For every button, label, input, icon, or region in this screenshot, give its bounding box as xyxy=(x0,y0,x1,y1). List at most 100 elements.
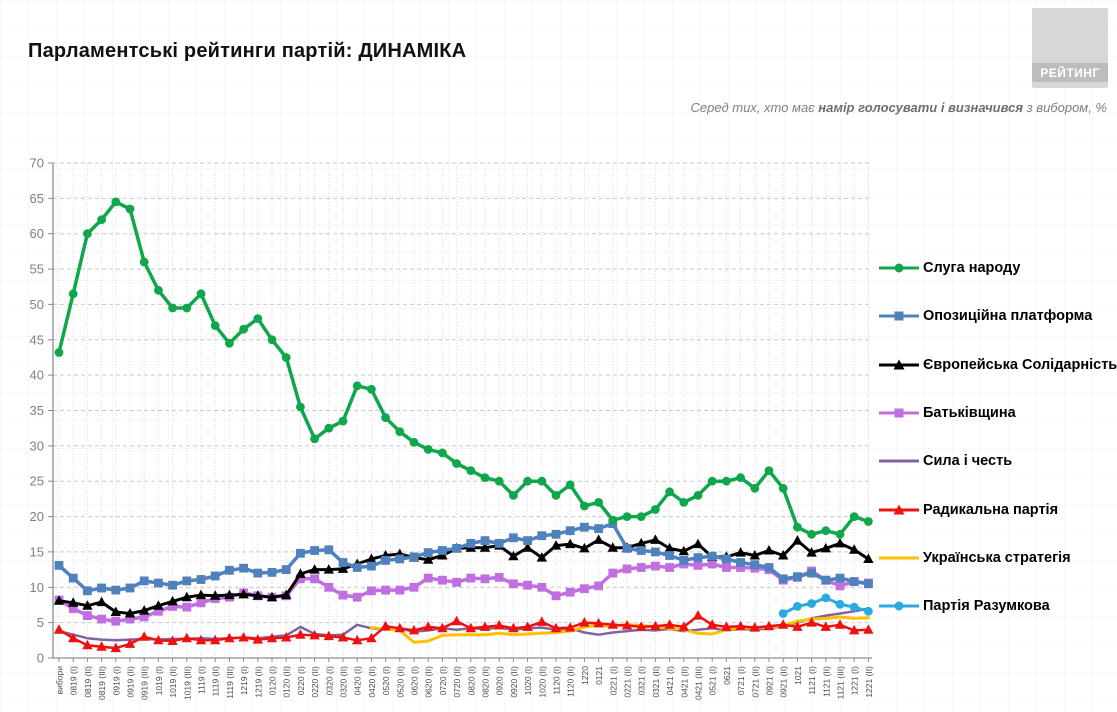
svg-text:0721 (II): 0721 (II) xyxy=(750,666,760,698)
svg-text:1119 (I): 1119 (I) xyxy=(197,666,207,694)
legend-marker-partiia-razumkova xyxy=(879,601,919,611)
svg-text:0421 (II): 0421 (II) xyxy=(679,666,689,698)
svg-text:0420 (I): 0420 (I) xyxy=(353,666,363,695)
legend-item-opozytsiina-platforma: Опозиційна платформа xyxy=(878,292,1117,340)
svg-text:0421 (III): 0421 (III) xyxy=(694,666,704,700)
svg-text:0720 (II): 0720 (II) xyxy=(452,666,462,698)
svg-text:1020 (II): 1020 (II) xyxy=(537,666,547,698)
svg-text:0120 (I): 0120 (I) xyxy=(268,666,278,695)
svg-text:0321 (I): 0321 (I) xyxy=(637,666,647,695)
svg-text:30: 30 xyxy=(30,438,44,453)
svg-text:1019 (I): 1019 (I) xyxy=(154,666,164,695)
svg-text:0920 (I): 0920 (I) xyxy=(495,666,505,695)
svg-text:20: 20 xyxy=(30,509,44,524)
svg-text:0919 (II): 0919 (II) xyxy=(126,666,136,698)
svg-text:0221 (I): 0221 (I) xyxy=(608,666,618,695)
svg-text:25: 25 xyxy=(30,474,44,489)
svg-text:0819 (III): 0819 (III) xyxy=(97,666,107,700)
svg-text:0620 (II): 0620 (II) xyxy=(424,666,434,698)
svg-text:55: 55 xyxy=(30,262,44,277)
svg-text:60: 60 xyxy=(30,226,44,241)
legend-item-partiia-razumkova: Партія Разумкова xyxy=(878,582,1117,630)
legend-item-radykalna-partiia: Радикальна партія xyxy=(878,485,1117,533)
svg-text:0120 (II): 0120 (II) xyxy=(282,666,292,698)
legend-label: Українська стратегія xyxy=(923,549,1071,566)
subtitle-prefix: Серед тих, хто має xyxy=(690,100,819,115)
svg-text:0420 (II): 0420 (II) xyxy=(367,666,377,698)
svg-text:0220 (II): 0220 (II) xyxy=(310,666,320,698)
svg-text:10: 10 xyxy=(30,580,44,595)
svg-text:0220 (I): 0220 (I) xyxy=(296,666,306,695)
series-sluga-narodu xyxy=(54,197,873,539)
svg-text:1219 (II): 1219 (II) xyxy=(253,666,263,698)
legend-marker-opozytsiina-platforma xyxy=(879,311,919,321)
svg-text:1119 (II): 1119 (II) xyxy=(211,666,221,697)
series-batkivshchyna xyxy=(54,559,873,626)
svg-text:0919 (III): 0919 (III) xyxy=(140,666,150,700)
svg-text:35: 35 xyxy=(30,403,44,418)
svg-text:0121: 0121 xyxy=(594,666,604,685)
legend-marker-ukrainska-stratehiia xyxy=(879,556,919,560)
chart-legend: Слуга народу Опозиційна платформа Європейс… xyxy=(878,244,1117,630)
svg-text:1120 (II): 1120 (II) xyxy=(566,666,576,697)
series-radykalna-partiia xyxy=(53,610,874,653)
svg-text:45: 45 xyxy=(30,332,44,347)
svg-text:0921 (I): 0921 (I) xyxy=(765,666,775,695)
legend-label: Батьківщина xyxy=(923,405,1016,422)
legend-item-syla-i-chest: Сила і честь xyxy=(878,437,1117,485)
svg-text:65: 65 xyxy=(30,191,44,206)
svg-text:1221 (II): 1221 (II) xyxy=(864,666,874,698)
svg-text:1219 (I): 1219 (I) xyxy=(239,666,249,695)
legend-marker-syla-i-chest xyxy=(879,459,919,463)
series-opozytsiina-platforma xyxy=(54,519,873,596)
legend-label: Партія Разумкова xyxy=(923,598,1050,615)
legend-label: Опозиційна платформа xyxy=(923,308,1093,325)
legend-marker-radykalna-partiia xyxy=(879,504,919,515)
legend-marker-yevropeiska-solidarnist xyxy=(879,359,919,370)
subtitle-suffix: з вибором, % xyxy=(1023,100,1107,115)
svg-text:0521 (I): 0521 (I) xyxy=(708,666,718,695)
rating-logo-band: РЕЙТИНГ xyxy=(1032,63,1108,82)
svg-text:0: 0 xyxy=(37,651,44,666)
svg-text:0820 (I): 0820 (I) xyxy=(466,666,476,695)
svg-text:1119 (III): 1119 (III) xyxy=(225,666,235,699)
svg-text:1121 (II): 1121 (II) xyxy=(821,666,831,697)
svg-text:0819 (II): 0819 (II) xyxy=(83,666,93,698)
svg-text:1021: 1021 xyxy=(793,666,803,685)
svg-text:0820 (II): 0820 (II) xyxy=(481,666,491,698)
svg-text:0620 (I): 0620 (I) xyxy=(410,666,420,695)
chart-subtitle: Серед тих, хто має намір голосувати і ви… xyxy=(691,100,1107,115)
svg-text:50: 50 xyxy=(30,297,44,312)
svg-text:0919 (I): 0919 (I) xyxy=(111,666,121,695)
svg-text:1221 (I): 1221 (I) xyxy=(850,666,860,695)
subtitle-bold: намір голосувати і визначився xyxy=(818,100,1024,115)
svg-text:5: 5 xyxy=(37,615,44,630)
svg-text:0720 (I): 0720 (I) xyxy=(438,666,448,695)
svg-text:1120 (I): 1120 (I) xyxy=(552,666,562,695)
legend-label: Радикальна партія xyxy=(923,501,1059,518)
svg-text:15: 15 xyxy=(30,544,44,559)
rating-logo-text: РЕЙТИНГ xyxy=(1040,65,1100,80)
legend-marker-sluga-narodu xyxy=(879,263,919,273)
legend-item-yevropeiska-solidarnist: Європейська Солідарність xyxy=(878,341,1117,389)
legend-item-ukrainska-stratehiia: Українська стратегія xyxy=(878,534,1117,582)
svg-text:0421 (I): 0421 (I) xyxy=(665,666,675,695)
legend-label: Сила і честь xyxy=(923,453,1013,470)
legend-label: Європейська Солідарність xyxy=(923,356,1117,373)
svg-text:0520 (II): 0520 (II) xyxy=(395,666,405,698)
svg-text:1019 (III): 1019 (III) xyxy=(182,666,192,700)
legend-label: Слуга народу xyxy=(923,260,1021,277)
legend-item-batkivshchyna: Батьківщина xyxy=(878,389,1117,437)
svg-text:1020 (I): 1020 (I) xyxy=(523,666,533,695)
svg-text:вибори: вибори xyxy=(55,666,65,695)
svg-text:1019 (II): 1019 (II) xyxy=(168,666,178,698)
svg-text:70: 70 xyxy=(30,156,44,171)
legend-item-sluga-narodu: Слуга народу xyxy=(878,244,1117,292)
svg-text:0221 (II): 0221 (II) xyxy=(623,666,633,698)
svg-text:40: 40 xyxy=(30,368,44,383)
svg-text:0320 (II): 0320 (II) xyxy=(339,666,349,698)
svg-text:1121 (I): 1121 (I) xyxy=(807,666,817,695)
svg-text:0921 (II): 0921 (II) xyxy=(779,666,789,698)
